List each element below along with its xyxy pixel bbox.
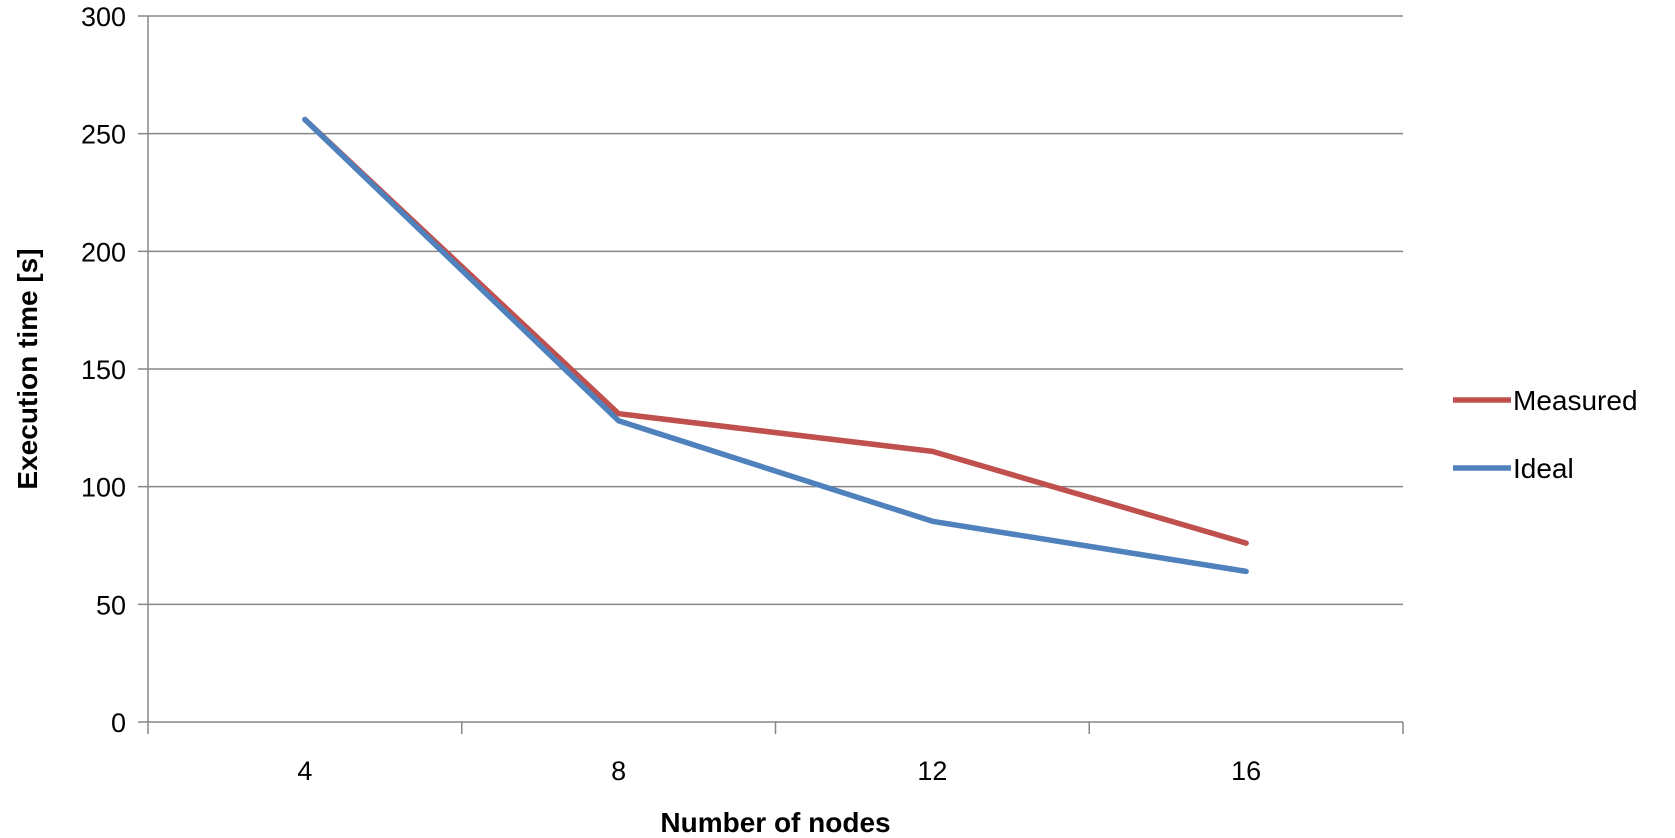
series-line-ideal: [302, 116, 1249, 575]
y-tick-label: 100: [81, 473, 126, 503]
x-axis-title: Number of nodes: [660, 807, 890, 838]
x-tick-labels: 4 8 12 16: [297, 756, 1261, 786]
y-axis-title: Execution time [s]: [12, 248, 43, 489]
gridlines: [138, 15, 1404, 734]
y-tick-label: 0: [111, 708, 126, 738]
y-tick-label: 50: [96, 590, 126, 620]
legend: Measured Ideal: [1453, 385, 1638, 484]
legend-label-ideal: Ideal: [1513, 453, 1574, 484]
series-line-measured: [302, 116, 1249, 546]
y-tick-label: 150: [81, 355, 126, 385]
x-tick-label: 12: [917, 756, 947, 786]
axes: [147, 16, 1403, 723]
y-tick-label: 300: [81, 2, 126, 32]
x-tick-label: 4: [297, 756, 312, 786]
y-tick-label: 250: [81, 120, 126, 150]
x-tick-label: 16: [1231, 756, 1261, 786]
x-tick-label: 8: [611, 756, 626, 786]
y-tick-labels: 0 50 100 150 200 250 300: [81, 2, 126, 738]
series-lines: [302, 116, 1249, 575]
legend-label-measured: Measured: [1513, 385, 1638, 416]
y-tick-label: 200: [81, 237, 126, 267]
